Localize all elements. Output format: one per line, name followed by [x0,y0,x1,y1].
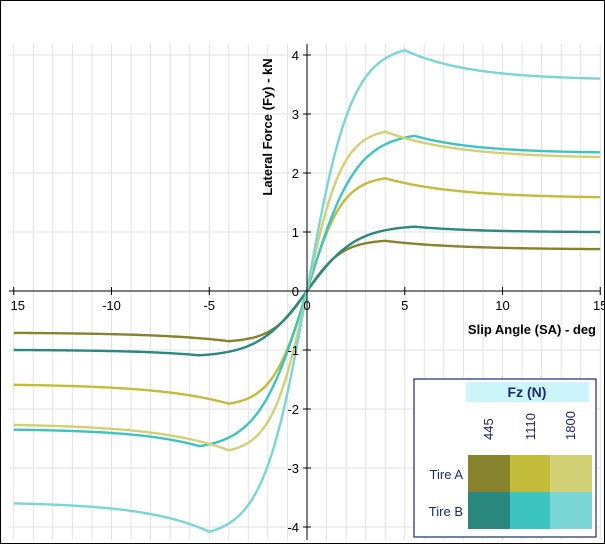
y-tick-label: -1 [287,343,299,358]
y-tick-label: -2 [287,402,299,417]
x-tick-label: 0 [303,298,310,313]
x-tick-label: 15 [593,298,605,313]
legend-cells: 445 1110 1800 Tire A Tire B [429,411,592,529]
legend: Fz (N) 445 1110 1800 Tire A Tire B [413,378,597,538]
axes [9,44,601,540]
x-tick-label: 5 [401,298,408,313]
x-tick-label: 15 [11,298,25,313]
y-axis-title: Lateral Force (Fy) - kN [260,58,275,195]
y-tick-label: 3 [292,107,299,122]
legend-load-label: 445 [481,418,496,440]
legend-swatch [468,492,510,529]
legend-title: Fz (N) [508,384,547,400]
y-tick-label: 1 [292,225,299,240]
legend-row-label: Tire A [430,467,464,482]
legend-row-label: Tire B [429,504,463,519]
legend-header-bg [466,382,589,402]
legend-load-label: 1110 [523,413,538,440]
legend-swatch [550,455,592,492]
x-tick-label: -10 [102,298,121,313]
y-tick-label: 2 [292,166,299,181]
y-tick-label: -4 [287,520,299,535]
legend-swatch [468,455,510,492]
x-axis-title: Slip Angle (SA) - deg [468,322,596,337]
x-tick-label: 10 [495,298,509,313]
x-tick-label: -5 [203,298,215,313]
legend-load-label: 1800 [563,411,578,440]
y-tick-label: 0 [292,284,299,299]
y-tick-label: 4 [292,48,299,63]
legend-swatch [510,455,552,492]
legend-swatch [510,492,552,529]
y-tick-label: -3 [287,461,299,476]
legend-swatch [550,492,592,529]
